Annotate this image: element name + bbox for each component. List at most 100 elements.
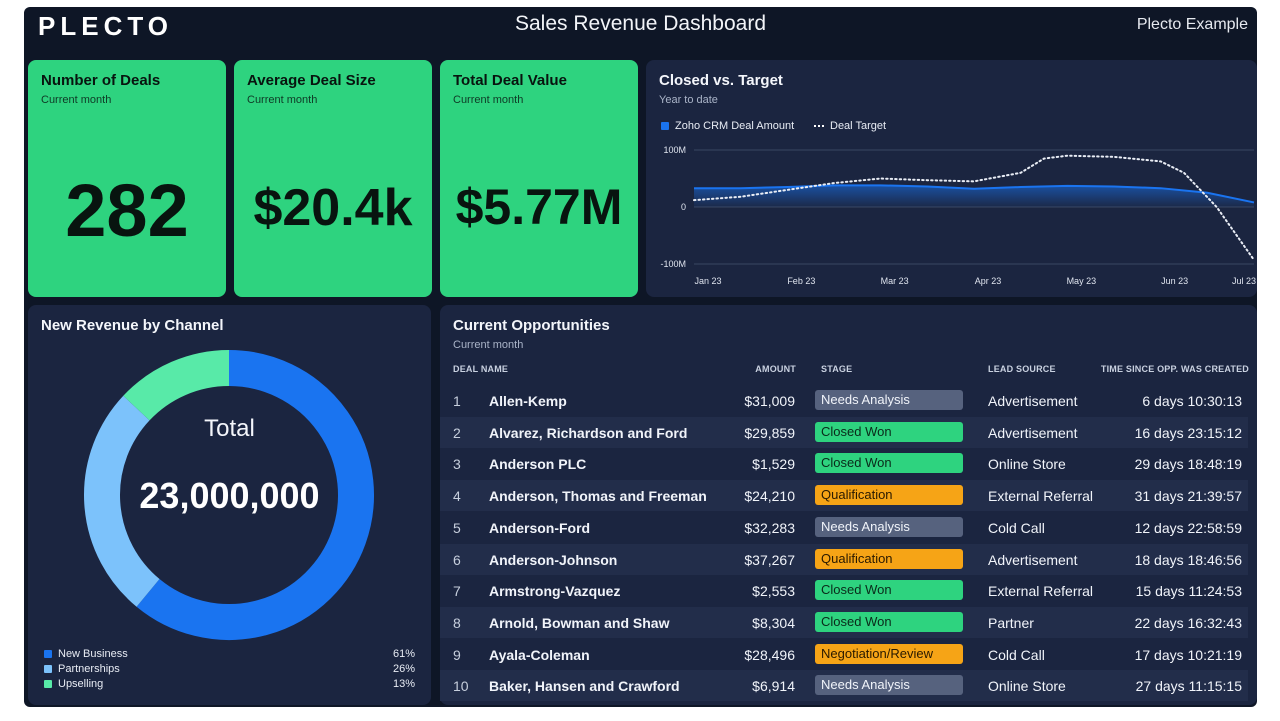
stage-badge: Qualification xyxy=(815,485,963,506)
table-row[interactable]: 1 Allen-Kemp $31,009 Needs Analysis Advertis… xyxy=(440,385,1248,416)
time-since-created: 15 days 11:24:53 xyxy=(1135,583,1242,600)
donut-slice-new-business[interactable] xyxy=(136,350,374,640)
stage-badge: Closed Won xyxy=(815,421,963,442)
x-tick-label: Jan 23 xyxy=(694,276,721,286)
y-tick-label: 0 xyxy=(681,202,686,212)
row-number: 4 xyxy=(453,488,461,505)
col-header-lead-source[interactable]: LEAD SOURCE xyxy=(988,364,1056,374)
dashboard-frame: PLECTO Sales Revenue Dashboard Plecto Ex… xyxy=(24,7,1257,707)
kpi-card-average-deal-size[interactable]: Average Deal Size Current month $20.4k xyxy=(234,60,432,297)
opportunities-card[interactable]: Current Opportunities Current month DEAL… xyxy=(440,305,1257,705)
col-header-stage[interactable]: STAGE xyxy=(821,364,853,374)
kpi-subtitle: Current month xyxy=(247,94,318,106)
x-tick-label: Jun 23 xyxy=(1161,276,1188,286)
kpi-value: $5.77M xyxy=(455,179,623,235)
row-number: 2 xyxy=(453,424,461,441)
row-number: 8 xyxy=(453,614,461,631)
table-row[interactable]: 10 Baker, Hansen and Crawford $6,914 Needs … xyxy=(440,670,1248,702)
donut-slice-upselling[interactable] xyxy=(123,350,230,421)
deal-amount: $6,914 xyxy=(752,678,795,695)
x-tick-label: Feb 23 xyxy=(787,276,815,286)
stage-badge: Needs Analysis xyxy=(815,675,963,696)
kpi-card-number-of-deals[interactable]: Number of Deals Current month 282 xyxy=(28,60,226,297)
stage-badge: Qualification xyxy=(815,548,963,569)
deal-name: Ayala-Coleman xyxy=(489,646,590,663)
time-since-created: 31 days 21:39:57 xyxy=(1134,488,1242,505)
lead-source: External Referral xyxy=(988,583,1094,600)
legend-dotted-line xyxy=(814,125,824,128)
time-since-created: 18 days 18:46:56 xyxy=(1134,551,1242,568)
legend-deal-amount[interactable]: Zoho CRM Deal Amount xyxy=(661,120,794,132)
revenue-by-channel-card[interactable]: New Revenue by Channel Total 23,000,000 … xyxy=(28,305,431,705)
deal-name: Allen-Kemp xyxy=(489,393,567,409)
kpi-title: Total Deal Value xyxy=(453,72,567,89)
y-tick-label: 100M xyxy=(663,145,686,155)
deal-name: Anderson PLC xyxy=(489,456,587,473)
table-row[interactable]: 5 Anderson-Ford $32,283 Needs Analysis Cold … xyxy=(440,512,1248,543)
deal-amount: $24,210 xyxy=(744,488,795,505)
table-row[interactable]: 6 Anderson-Johnson $37,267 Qualification Adv… xyxy=(440,543,1248,575)
legend-deal-target[interactable]: Deal Target xyxy=(814,120,886,132)
kpi-title: Number of Deals xyxy=(41,72,161,89)
kpi-value: 282 xyxy=(65,169,189,252)
stage-badge: Closed Won xyxy=(815,580,963,601)
deal-amount: $2,553 xyxy=(752,583,795,600)
donut-slice-partnerships[interactable] xyxy=(84,395,160,607)
row-number: 1 xyxy=(453,393,461,409)
time-since-created: 22 days 16:32:43 xyxy=(1134,614,1242,631)
row-number: 7 xyxy=(453,583,461,600)
deal-name: Baker, Hansen and Crawford xyxy=(489,678,680,695)
table-title: Current Opportunities xyxy=(453,317,610,334)
kpi-title: Average Deal Size xyxy=(247,72,376,89)
row-number: 10 xyxy=(453,678,469,695)
donut-center-value: 23,000,000 xyxy=(139,475,320,516)
deal-target-line xyxy=(693,154,1255,262)
time-since-created: 17 days 10:21:19 xyxy=(1134,646,1242,663)
kpi-subtitle: Current month xyxy=(41,94,112,106)
kpi-value: $20.4k xyxy=(253,179,413,237)
x-tick-label: Mar 23 xyxy=(881,276,909,286)
lead-source: Cold Call xyxy=(988,519,1045,536)
kpi-card-total-deal-value[interactable]: Total Deal Value Current month $5.77M xyxy=(440,60,638,297)
x-tick-label: May 23 xyxy=(1067,276,1097,286)
deal-amount: $29,859 xyxy=(744,424,795,441)
lead-source: Advertisement xyxy=(988,424,1078,441)
stage-badge: Needs Analysis xyxy=(815,390,963,410)
lead-source: Partner xyxy=(988,614,1034,631)
deal-amount: $32,283 xyxy=(744,519,795,536)
time-since-created: 12 days 22:58:59 xyxy=(1134,519,1242,536)
chart-subtitle: Year to date xyxy=(659,94,718,106)
deal-amount-line xyxy=(694,184,1255,204)
time-since-created: 16 days 23:15:12 xyxy=(1134,424,1242,441)
lead-source: Cold Call xyxy=(988,646,1045,663)
lead-source: External Referral xyxy=(988,488,1094,505)
deal-name: Armstrong-Vazquez xyxy=(489,583,621,600)
revenue-donut-chart xyxy=(84,350,374,640)
col-header-deal-name[interactable]: DEAL NAME xyxy=(453,364,509,374)
table-row[interactable]: 8 Arnold, Bowman and Shaw $8,304 Closed Won… xyxy=(440,606,1248,638)
deal-name: Anderson-Johnson xyxy=(489,551,618,568)
row-number: 9 xyxy=(453,646,461,663)
lead-source: Advertisement xyxy=(988,551,1078,568)
col-header-amount[interactable]: AMOUNT xyxy=(755,364,796,374)
table-row[interactable]: 2 Alvarez, Richardson and Ford $29,859 Clos… xyxy=(440,416,1248,448)
legend-upselling[interactable]: Upselling xyxy=(44,678,103,690)
stage-badge: Negotiation/Review xyxy=(815,643,963,664)
legend-new-business[interactable]: New Business xyxy=(44,648,128,660)
deal-amount: $28,496 xyxy=(744,646,795,663)
x-tick-label: Jul 23 xyxy=(1232,276,1256,286)
closed-vs-target-card[interactable]: Closed vs. Target Year to date Zoho CRM … xyxy=(646,60,1257,297)
legend-partnerships[interactable]: Partnerships xyxy=(44,663,120,675)
legend-value: 26% xyxy=(392,663,415,675)
row-number: 3 xyxy=(453,456,461,473)
table-row[interactable]: 9 Ayala-Coleman $28,496 Negotiation/Review C… xyxy=(440,639,1248,670)
col-header-time-since[interactable]: TIME SINCE OPP. WAS CREATED xyxy=(1100,364,1249,374)
table-row[interactable]: 4 Anderson, Thomas and Freeman $24,210 Qual… xyxy=(440,480,1248,512)
table-row[interactable]: 7 Armstrong-Vazquez $2,553 Closed Won Extern… xyxy=(440,575,1248,606)
plecto-logo: PLECTO xyxy=(38,11,173,41)
account-name: Plecto Example xyxy=(1136,16,1248,33)
lead-source: Online Store xyxy=(988,456,1066,473)
time-since-created: 6 days 10:30:13 xyxy=(1142,393,1242,409)
deal-name: Anderson, Thomas and Freeman xyxy=(489,488,707,505)
table-row[interactable]: 3 Anderson PLC $1,529 Closed Won Online Stor… xyxy=(440,448,1248,479)
